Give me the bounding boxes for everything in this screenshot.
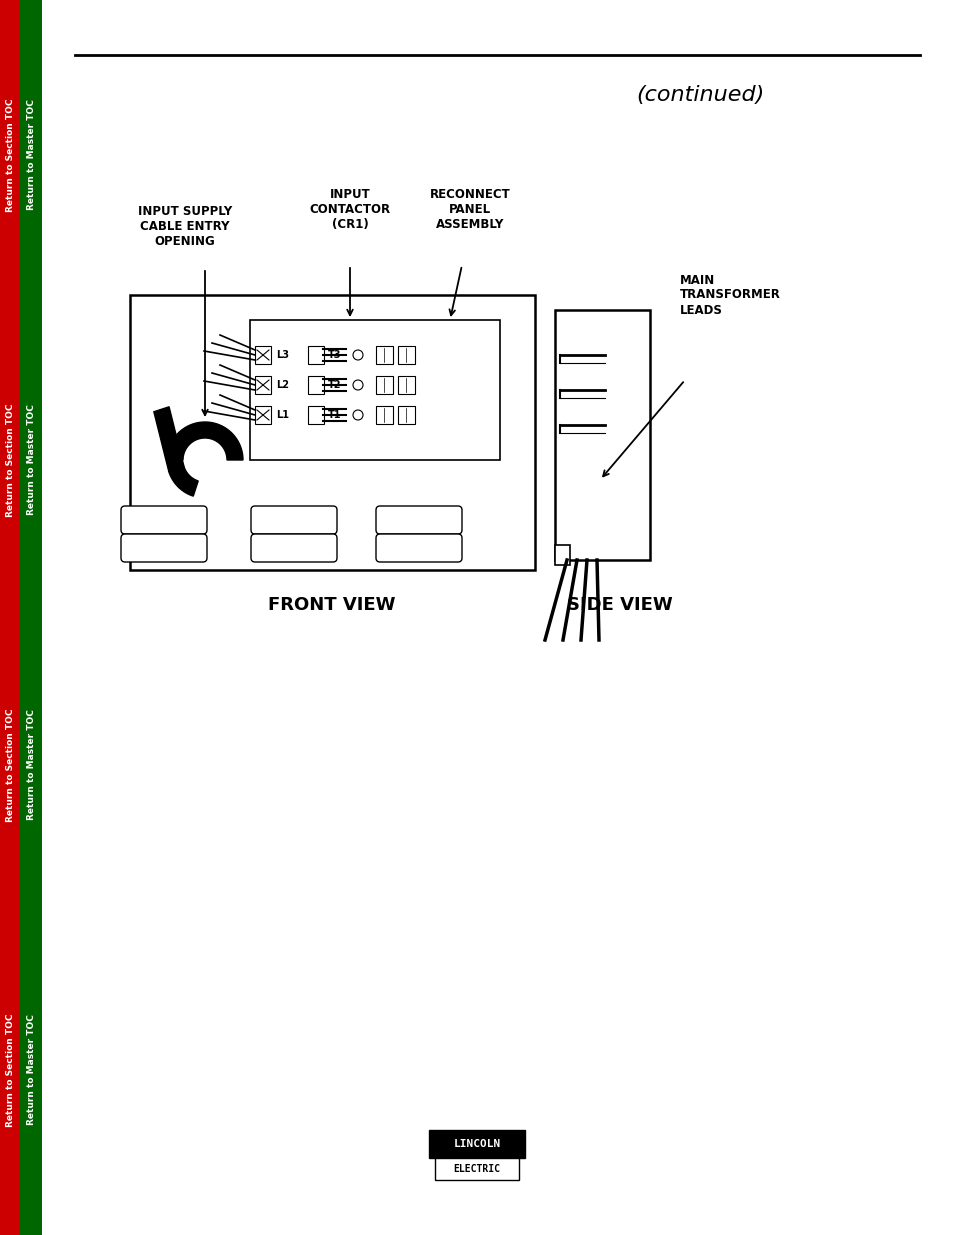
Circle shape bbox=[353, 410, 363, 420]
Text: Return to Section TOC: Return to Section TOC bbox=[6, 708, 14, 821]
Bar bbox=[308, 406, 324, 424]
Bar bbox=[435, 1158, 518, 1179]
Bar bbox=[308, 346, 324, 364]
Text: Return to Master TOC: Return to Master TOC bbox=[27, 710, 35, 820]
Bar bbox=[429, 1130, 524, 1158]
Text: T1: T1 bbox=[328, 410, 341, 420]
Bar bbox=[254, 406, 271, 424]
Text: T2: T2 bbox=[328, 380, 341, 390]
Text: Return to Section TOC: Return to Section TOC bbox=[6, 1013, 14, 1126]
Bar bbox=[20, 0, 42, 1235]
Text: INPUT SUPPLY
CABLE ENTRY
OPENING: INPUT SUPPLY CABLE ENTRY OPENING bbox=[138, 205, 232, 248]
Bar bbox=[254, 375, 271, 394]
Circle shape bbox=[353, 350, 363, 359]
Bar bbox=[555, 545, 569, 564]
FancyBboxPatch shape bbox=[251, 534, 336, 562]
Bar bbox=[0, 0, 20, 1235]
Text: Return to Section TOC: Return to Section TOC bbox=[6, 99, 14, 211]
Text: INPUT
CONTACTOR
(CR1): INPUT CONTACTOR (CR1) bbox=[309, 188, 390, 231]
Text: SIDE VIEW: SIDE VIEW bbox=[566, 597, 672, 614]
Bar bbox=[397, 406, 415, 424]
FancyBboxPatch shape bbox=[375, 534, 461, 562]
Bar bbox=[375, 406, 393, 424]
Text: T3: T3 bbox=[328, 350, 341, 359]
Text: L2: L2 bbox=[275, 380, 289, 390]
Text: MAIN
TRANSFORMER
LEADS: MAIN TRANSFORMER LEADS bbox=[679, 273, 781, 316]
Text: L1: L1 bbox=[275, 410, 289, 420]
Bar bbox=[375, 346, 393, 364]
FancyBboxPatch shape bbox=[121, 534, 207, 562]
Bar bbox=[555, 310, 649, 559]
Bar bbox=[250, 320, 499, 459]
Text: Return to Master TOC: Return to Master TOC bbox=[27, 100, 35, 210]
FancyBboxPatch shape bbox=[121, 506, 207, 534]
Bar bbox=[397, 375, 415, 394]
Circle shape bbox=[353, 380, 363, 390]
Bar bbox=[254, 346, 271, 364]
Text: ELECTRIC: ELECTRIC bbox=[453, 1165, 500, 1174]
Text: LINCOLN: LINCOLN bbox=[453, 1139, 500, 1149]
FancyBboxPatch shape bbox=[251, 506, 336, 534]
Polygon shape bbox=[167, 422, 243, 459]
Text: Return to Master TOC: Return to Master TOC bbox=[27, 1015, 35, 1125]
Bar bbox=[308, 375, 324, 394]
Bar bbox=[397, 346, 415, 364]
Polygon shape bbox=[169, 467, 198, 496]
Polygon shape bbox=[153, 406, 184, 472]
Bar bbox=[130, 295, 535, 571]
FancyBboxPatch shape bbox=[375, 506, 461, 534]
Text: FRONT VIEW: FRONT VIEW bbox=[268, 597, 395, 614]
Text: L3: L3 bbox=[275, 350, 289, 359]
Bar bbox=[375, 375, 393, 394]
Text: Return to Master TOC: Return to Master TOC bbox=[27, 405, 35, 515]
Text: RECONNECT
PANEL
ASSEMBLY: RECONNECT PANEL ASSEMBLY bbox=[429, 188, 510, 231]
Text: (continued): (continued) bbox=[636, 85, 763, 105]
Text: Return to Section TOC: Return to Section TOC bbox=[6, 404, 14, 516]
